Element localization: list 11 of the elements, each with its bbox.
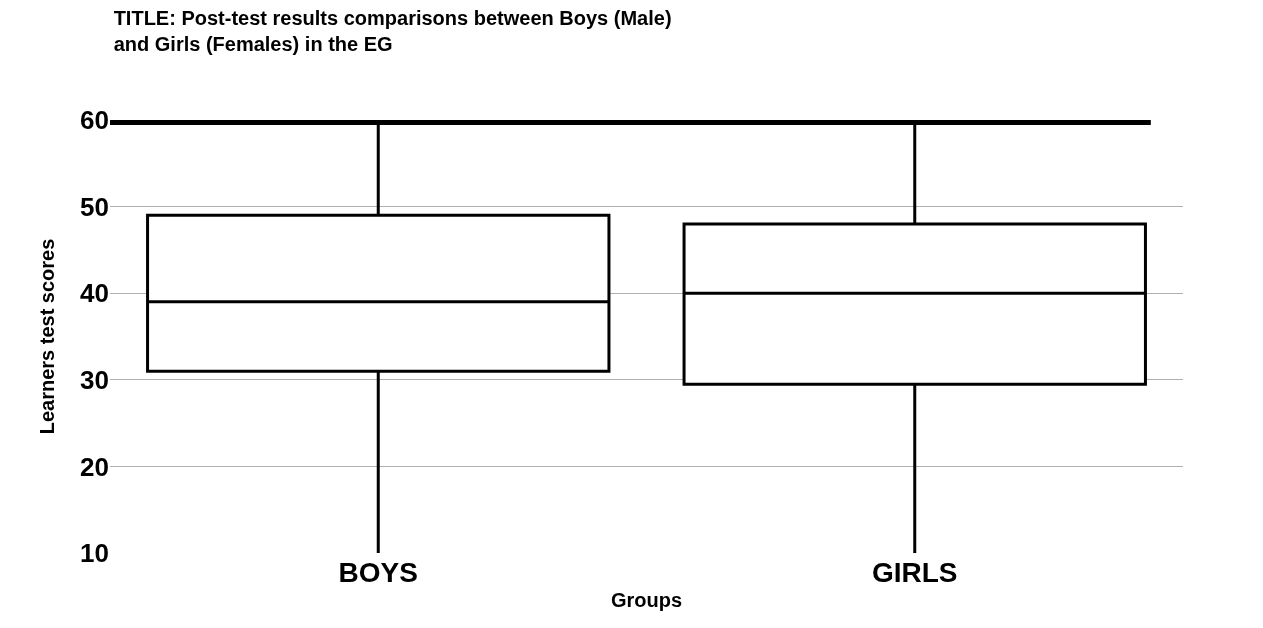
- x-tick-label: BOYS: [338, 557, 418, 588]
- y-axis-title: Learners test scores: [35, 238, 58, 435]
- y-tick-label: 40: [80, 278, 109, 309]
- x-tick-label: GIRLS: [871, 557, 958, 588]
- x-axis-title: Groups: [610, 588, 683, 611]
- y-tick-label: 60: [80, 105, 109, 136]
- chart-title: TITLE: Post-test results comparisons between Boys (Male) and Girls (Females) in the EG: [113, 7, 672, 56]
- y-tick-label: 10: [80, 538, 109, 569]
- y-tick-label: 20: [80, 451, 109, 482]
- y-tick-label: 30: [80, 364, 109, 395]
- y-tick-label: 50: [80, 191, 109, 222]
